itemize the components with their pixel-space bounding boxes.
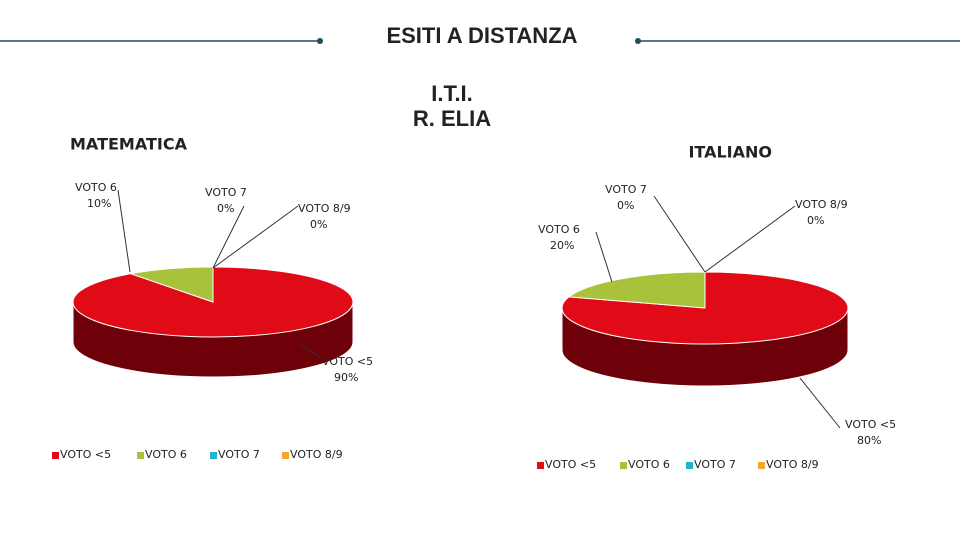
legend-label: VOTO <5 bbox=[545, 458, 596, 471]
data-label-value: 0% bbox=[807, 214, 824, 227]
data-label-name: VOTO <5 bbox=[845, 418, 896, 431]
data-label-name: VOTO 7 bbox=[205, 186, 247, 199]
leader-line bbox=[799, 377, 841, 429]
data-label-name: VOTO 6 bbox=[538, 223, 580, 236]
leader-line bbox=[595, 231, 613, 283]
data-label-name: VOTO <5 bbox=[322, 355, 373, 368]
legend-label: VOTO 6 bbox=[145, 448, 187, 461]
rule-dot bbox=[317, 38, 323, 44]
pie-slice bbox=[567, 271, 706, 309]
data-label-value: 90% bbox=[334, 371, 358, 384]
legend-swatch bbox=[686, 462, 693, 469]
leader-line bbox=[299, 344, 323, 359]
leader-line bbox=[212, 205, 299, 269]
legend-swatch bbox=[537, 462, 544, 469]
chart-title: MATEMATICA bbox=[70, 135, 188, 154]
leader-line bbox=[704, 205, 796, 273]
leader-line bbox=[117, 189, 131, 273]
legend-label: VOTO 7 bbox=[694, 458, 736, 471]
legend-swatch bbox=[758, 462, 765, 469]
legend-swatch bbox=[137, 452, 144, 459]
data-label-value: 0% bbox=[617, 199, 634, 212]
data-label-value: 20% bbox=[550, 239, 574, 252]
data-label-name: VOTO 8/9 bbox=[298, 202, 351, 215]
legend-swatch bbox=[282, 452, 289, 459]
legend-swatch bbox=[52, 452, 59, 459]
data-label-value: 80% bbox=[857, 434, 881, 447]
legend-label: VOTO 7 bbox=[218, 448, 260, 461]
legend-label: VOTO 6 bbox=[628, 458, 670, 471]
pie-slice bbox=[128, 266, 214, 303]
legend-swatch bbox=[620, 462, 627, 469]
data-label-name: VOTO 8/9 bbox=[795, 198, 848, 211]
slide-title: ESITI A DISTANZA bbox=[386, 23, 577, 48]
chart-title: ITALIANO bbox=[688, 143, 772, 162]
leader-line bbox=[212, 205, 245, 269]
leader-line bbox=[653, 195, 706, 273]
data-label-value: 0% bbox=[310, 218, 327, 231]
school-name: I.T.I. bbox=[431, 81, 473, 106]
legend-label: VOTO <5 bbox=[60, 448, 111, 461]
data-label-value: 0% bbox=[217, 202, 234, 215]
rule-dot bbox=[635, 38, 641, 44]
legend-label: VOTO 8/9 bbox=[290, 448, 343, 461]
data-label-name: VOTO 7 bbox=[605, 183, 647, 196]
data-label-name: VOTO 6 bbox=[75, 181, 117, 194]
data-label-value: 10% bbox=[87, 197, 111, 210]
legend-label: VOTO 8/9 bbox=[766, 458, 819, 471]
legend-swatch bbox=[210, 452, 217, 459]
school-name: R. ELIA bbox=[413, 106, 491, 131]
